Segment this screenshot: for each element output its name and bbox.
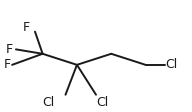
Text: F: F <box>4 58 11 71</box>
Text: Cl: Cl <box>96 96 108 109</box>
Text: F: F <box>5 43 13 56</box>
Text: F: F <box>23 21 30 34</box>
Text: Cl: Cl <box>166 58 178 71</box>
Text: Cl: Cl <box>42 96 54 109</box>
